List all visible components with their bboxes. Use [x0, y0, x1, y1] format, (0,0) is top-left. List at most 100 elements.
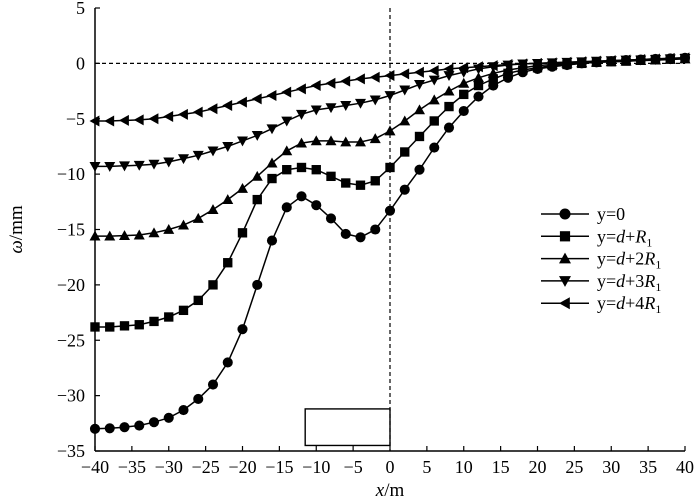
data-point: [192, 106, 203, 118]
data-point: [296, 137, 307, 148]
y-tick-label: −35: [57, 441, 85, 461]
data-point: [340, 75, 351, 87]
data-point: [296, 191, 307, 202]
x-tick-label: −25: [192, 457, 220, 477]
data-point: [178, 404, 189, 416]
data-point: [178, 305, 189, 316]
data-point: [104, 423, 115, 434]
data-point: [252, 194, 262, 205]
data-point: [443, 85, 455, 96]
data-point: [443, 63, 454, 75]
x-tick-label: 20: [529, 457, 547, 477]
data-point: [369, 71, 380, 83]
data-point: [679, 52, 690, 64]
data-point: [620, 54, 631, 66]
data-point: [591, 55, 601, 67]
data-point: [414, 66, 424, 78]
data-point: [282, 165, 292, 175]
x-tick-label: 10: [455, 457, 473, 477]
x-tick-label: 35: [639, 457, 657, 477]
data-point: [208, 280, 218, 290]
data-point: [281, 202, 292, 213]
data-point: [355, 180, 366, 190]
data-point: [192, 150, 204, 161]
data-point: [561, 56, 572, 68]
y-tick-label: −25: [57, 330, 85, 350]
x-tick-label: −10: [302, 457, 330, 477]
data-point: [133, 229, 145, 240]
legend-marker: [559, 297, 570, 310]
data-point: [251, 170, 263, 181]
data-point: [163, 157, 175, 168]
legend-label: y=0: [597, 204, 625, 224]
data-point: [546, 57, 557, 69]
data-point: [281, 86, 292, 98]
legend-label: y=d+3R1: [597, 271, 661, 294]
data-point: [133, 114, 144, 126]
series-layer: [89, 52, 691, 434]
y-tick-label: −20: [57, 275, 85, 295]
data-point: [148, 227, 160, 238]
data-point: [428, 75, 440, 86]
data-point: [325, 135, 337, 146]
data-point: [487, 67, 499, 78]
data-point: [414, 131, 425, 142]
data-point: [251, 130, 263, 141]
data-point: [296, 162, 307, 173]
data-point: [340, 101, 352, 111]
data-point: [325, 77, 336, 89]
x-tick-label: −15: [265, 457, 293, 477]
axes: −40 −35 −30 −25 −20 −15 −10 −5 0 5 10 15 20 25 30 35 405…: [57, 0, 694, 477]
data-point: [237, 228, 248, 238]
legend-entry: y=d+3R1: [541, 271, 661, 294]
data-point: [384, 125, 396, 136]
x-tick-label: −40: [81, 457, 109, 477]
data-point: [458, 77, 470, 88]
data-point: [458, 62, 469, 74]
data-point: [310, 105, 322, 116]
data-point: [325, 213, 337, 224]
data-point: [473, 61, 483, 73]
data-point: [222, 142, 234, 152]
data-point: [164, 312, 174, 322]
data-point: [429, 142, 440, 153]
data-point: [650, 53, 660, 65]
legend-entry: y=d+R1: [541, 226, 652, 249]
data-point: [266, 89, 277, 101]
y-tick-label: 5: [76, 0, 85, 18]
legend-entry: y=0: [541, 204, 625, 224]
data-point: [237, 136, 248, 147]
data-point: [487, 60, 498, 72]
data-point: [266, 124, 278, 135]
data-point: [178, 154, 189, 165]
data-point: [267, 173, 277, 184]
data-point: [207, 204, 219, 214]
data-point: [148, 159, 160, 170]
x-tick-label: 25: [565, 457, 583, 477]
data-point: [355, 136, 366, 147]
legend-marker: [559, 231, 571, 242]
data-point: [207, 103, 218, 115]
data-point: [104, 161, 116, 172]
legend-marker: [559, 208, 571, 220]
data-point: [163, 111, 174, 123]
data-point: [355, 73, 365, 85]
data-point: [192, 212, 204, 223]
data-point: [326, 171, 336, 182]
data-point: [399, 68, 410, 80]
data-point: [414, 80, 425, 90]
data-point: [252, 279, 263, 290]
legend-marker: [559, 276, 571, 287]
x-tick-label: −20: [228, 457, 256, 477]
data-point: [119, 230, 130, 240]
data-point: [296, 83, 306, 95]
data-point: [443, 122, 455, 133]
x-tick-label: 40: [676, 457, 694, 477]
data-point: [178, 108, 188, 120]
data-point: [133, 160, 145, 171]
data-point: [193, 393, 204, 405]
data-point: [370, 224, 381, 235]
data-point: [281, 116, 293, 127]
